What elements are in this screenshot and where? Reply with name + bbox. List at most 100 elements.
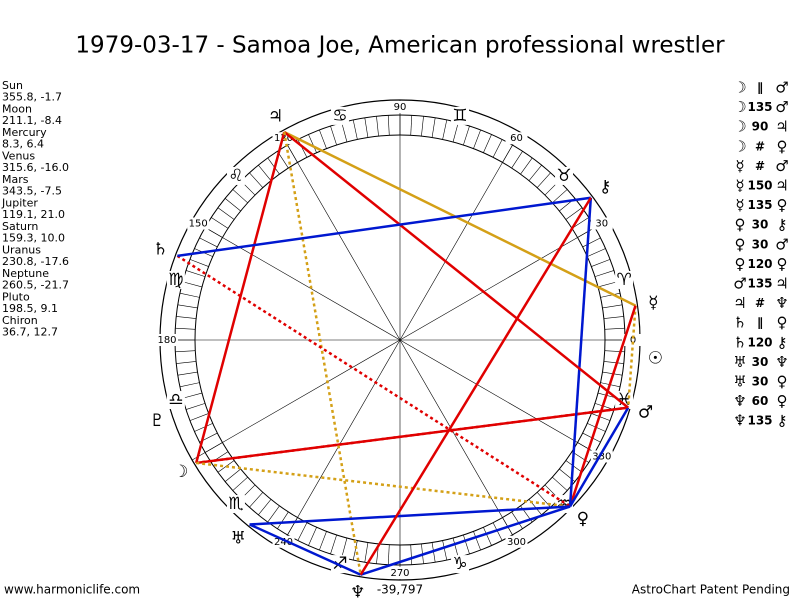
ring-tick: [179, 292, 200, 298]
ring-tick: [249, 172, 264, 188]
planet-glyph: ♀: [577, 509, 589, 529]
aspect-type: 135: [747, 277, 772, 291]
ring-tick: [194, 423, 213, 432]
aspect-planet-a: ☽: [733, 137, 746, 155]
ring-tick: [603, 316, 624, 319]
aspect-line: [283, 131, 629, 409]
title: 1979-03-17 - Samoa Joe, American profess…: [75, 33, 725, 59]
label-bg: [156, 334, 178, 346]
ring-tick: [600, 292, 621, 298]
sign-bg: [226, 495, 245, 514]
ring-tick: [258, 499, 272, 516]
planet-name: Uranus: [2, 244, 41, 257]
aspect-planet-b: ♆: [775, 294, 788, 312]
ring-tick: [176, 361, 197, 364]
spoke: [192, 339, 401, 461]
planet-glyph: ⚷: [599, 177, 611, 197]
planet-name: Sun: [2, 79, 23, 92]
aspect-planet-b: ♂: [775, 157, 788, 175]
ring-tick: [217, 207, 235, 220]
spoke: [279, 132, 401, 341]
ring-tick: [175, 327, 196, 330]
aspect-planet-a: ♃: [733, 294, 746, 312]
planet-coords: 8.3, 6.4: [2, 138, 44, 151]
aspect-planet-a: ♂: [733, 275, 746, 293]
ring-tick: [473, 129, 481, 149]
ring-tick: [582, 237, 601, 248]
zodiac-sign: ♏: [228, 494, 243, 514]
planet-name: Mercury: [2, 126, 47, 139]
ring-tick: [308, 527, 317, 546]
aspect-line: [568, 305, 637, 507]
planet-name: Pluto: [2, 291, 30, 304]
spoke: [399, 339, 521, 548]
ring-tick: [603, 361, 624, 364]
aspect-planet-a: ♄: [733, 314, 746, 332]
aspect-type: #: [755, 159, 765, 173]
aspect-planet-b: ♀: [777, 255, 788, 273]
sign-bg: [451, 555, 470, 574]
aspect-type: 135: [747, 198, 772, 212]
spoke: [399, 132, 521, 341]
ring-tick: [224, 198, 241, 212]
ring-tick: [176, 316, 197, 319]
aspect-type: 120: [747, 335, 772, 349]
aspect-planet-a: ☿: [735, 177, 744, 195]
aspect-planet-b: ♀: [777, 137, 788, 155]
ring-tick: [177, 371, 198, 376]
planet-glyph: ♂: [638, 403, 653, 423]
planet-coords: 230.8, -17.6: [2, 255, 69, 268]
ring-tick: [185, 270, 206, 277]
planet-glyph: ♆: [350, 582, 365, 600]
aspect-line: [568, 406, 630, 508]
ring-tick: [591, 413, 611, 421]
aspect-line: [249, 505, 571, 526]
aspect-type: 90: [752, 120, 769, 134]
aspect-type: 30: [752, 355, 769, 369]
aspect-type: 135: [747, 414, 772, 428]
aspect-planet-a: ☽: [733, 98, 746, 116]
ring-tick: [473, 531, 481, 551]
aspect-planet-a: ☽: [733, 79, 746, 97]
degree-label: 90: [394, 102, 407, 113]
ring-tick: [452, 537, 459, 558]
ring-tick: [177, 304, 198, 309]
aspect-planet-a: ♅: [733, 353, 746, 371]
ring-tick: [352, 119, 358, 140]
label-bg: [389, 101, 411, 113]
planet-name: Moon: [2, 103, 32, 116]
ring-tick: [297, 522, 308, 541]
zodiac-sign: ♌: [228, 166, 243, 186]
label-bg: [590, 217, 613, 230]
aspect-planet-a: ♀: [735, 255, 746, 273]
planet-name: Mars: [2, 173, 29, 186]
ring-tick: [528, 164, 542, 181]
aspect-line: [283, 131, 362, 575]
ring-tick: [431, 117, 436, 138]
aspect-type: #: [755, 139, 765, 153]
ring-tick: [387, 544, 390, 565]
ring-tick: [502, 144, 513, 163]
ring-tick: [267, 505, 280, 523]
aspect-planet-a: ♄: [733, 333, 746, 351]
ring-tick: [185, 403, 206, 410]
planet-name: Neptune: [2, 267, 49, 280]
degree-label: 180: [157, 335, 176, 346]
zodiac-sign: ♍: [168, 270, 183, 290]
ring-tick: [492, 522, 503, 541]
aspect-planet-b: ⚷: [777, 412, 788, 430]
planet-glyph: ☽: [173, 462, 188, 482]
aspect-line: [359, 197, 592, 576]
planet-glyph: ♇: [150, 411, 165, 431]
planet-coords: 159.3, 10.0: [2, 232, 65, 245]
ring-tick: [463, 125, 470, 146]
ring-tick: [410, 115, 413, 136]
ring-tick: [511, 511, 523, 529]
sign-bg: [226, 166, 245, 185]
ring-tick: [421, 116, 424, 137]
aspect-line: [568, 197, 593, 507]
aspect-planet-b: ♆: [775, 353, 788, 371]
aspect-line: [283, 130, 637, 307]
ring-tick: [591, 259, 611, 267]
